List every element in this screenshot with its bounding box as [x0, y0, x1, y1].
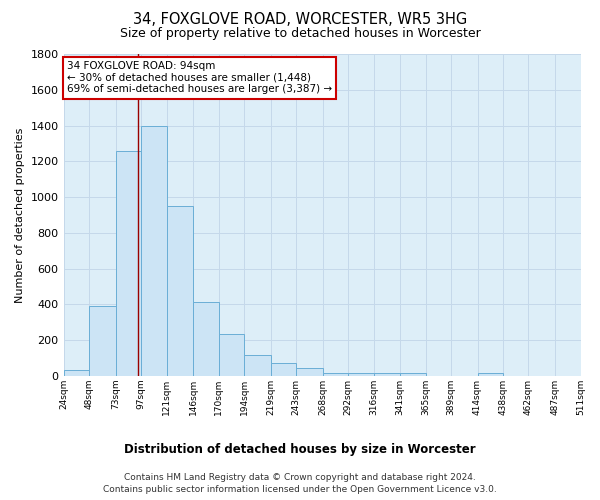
Bar [193, 302, 218, 376]
Text: Contains HM Land Registry data © Crown copyright and database right 2024.: Contains HM Land Registry data © Crown c… [124, 472, 476, 482]
Bar [348, 372, 374, 376]
Text: Contains public sector information licensed under the Open Government Licence v3: Contains public sector information licen… [103, 485, 497, 494]
Bar [218, 334, 244, 376]
Bar [244, 354, 271, 376]
Text: 34, FOXGLOVE ROAD, WORCESTER, WR5 3HG: 34, FOXGLOVE ROAD, WORCESTER, WR5 3HG [133, 12, 467, 28]
Bar [400, 372, 425, 376]
Bar [323, 372, 348, 376]
Bar [141, 126, 167, 376]
Bar [478, 372, 503, 376]
Bar [167, 206, 193, 376]
Text: 34 FOXGLOVE ROAD: 94sqm
← 30% of detached houses are smaller (1,448)
69% of semi: 34 FOXGLOVE ROAD: 94sqm ← 30% of detache… [67, 61, 332, 94]
Y-axis label: Number of detached properties: Number of detached properties [15, 127, 25, 302]
Bar [374, 372, 400, 376]
Bar [116, 150, 141, 376]
Bar [64, 370, 89, 376]
Bar [296, 368, 323, 376]
Bar [89, 306, 116, 376]
Bar [271, 363, 296, 376]
Text: Distribution of detached houses by size in Worcester: Distribution of detached houses by size … [124, 442, 476, 456]
Text: Size of property relative to detached houses in Worcester: Size of property relative to detached ho… [119, 28, 481, 40]
